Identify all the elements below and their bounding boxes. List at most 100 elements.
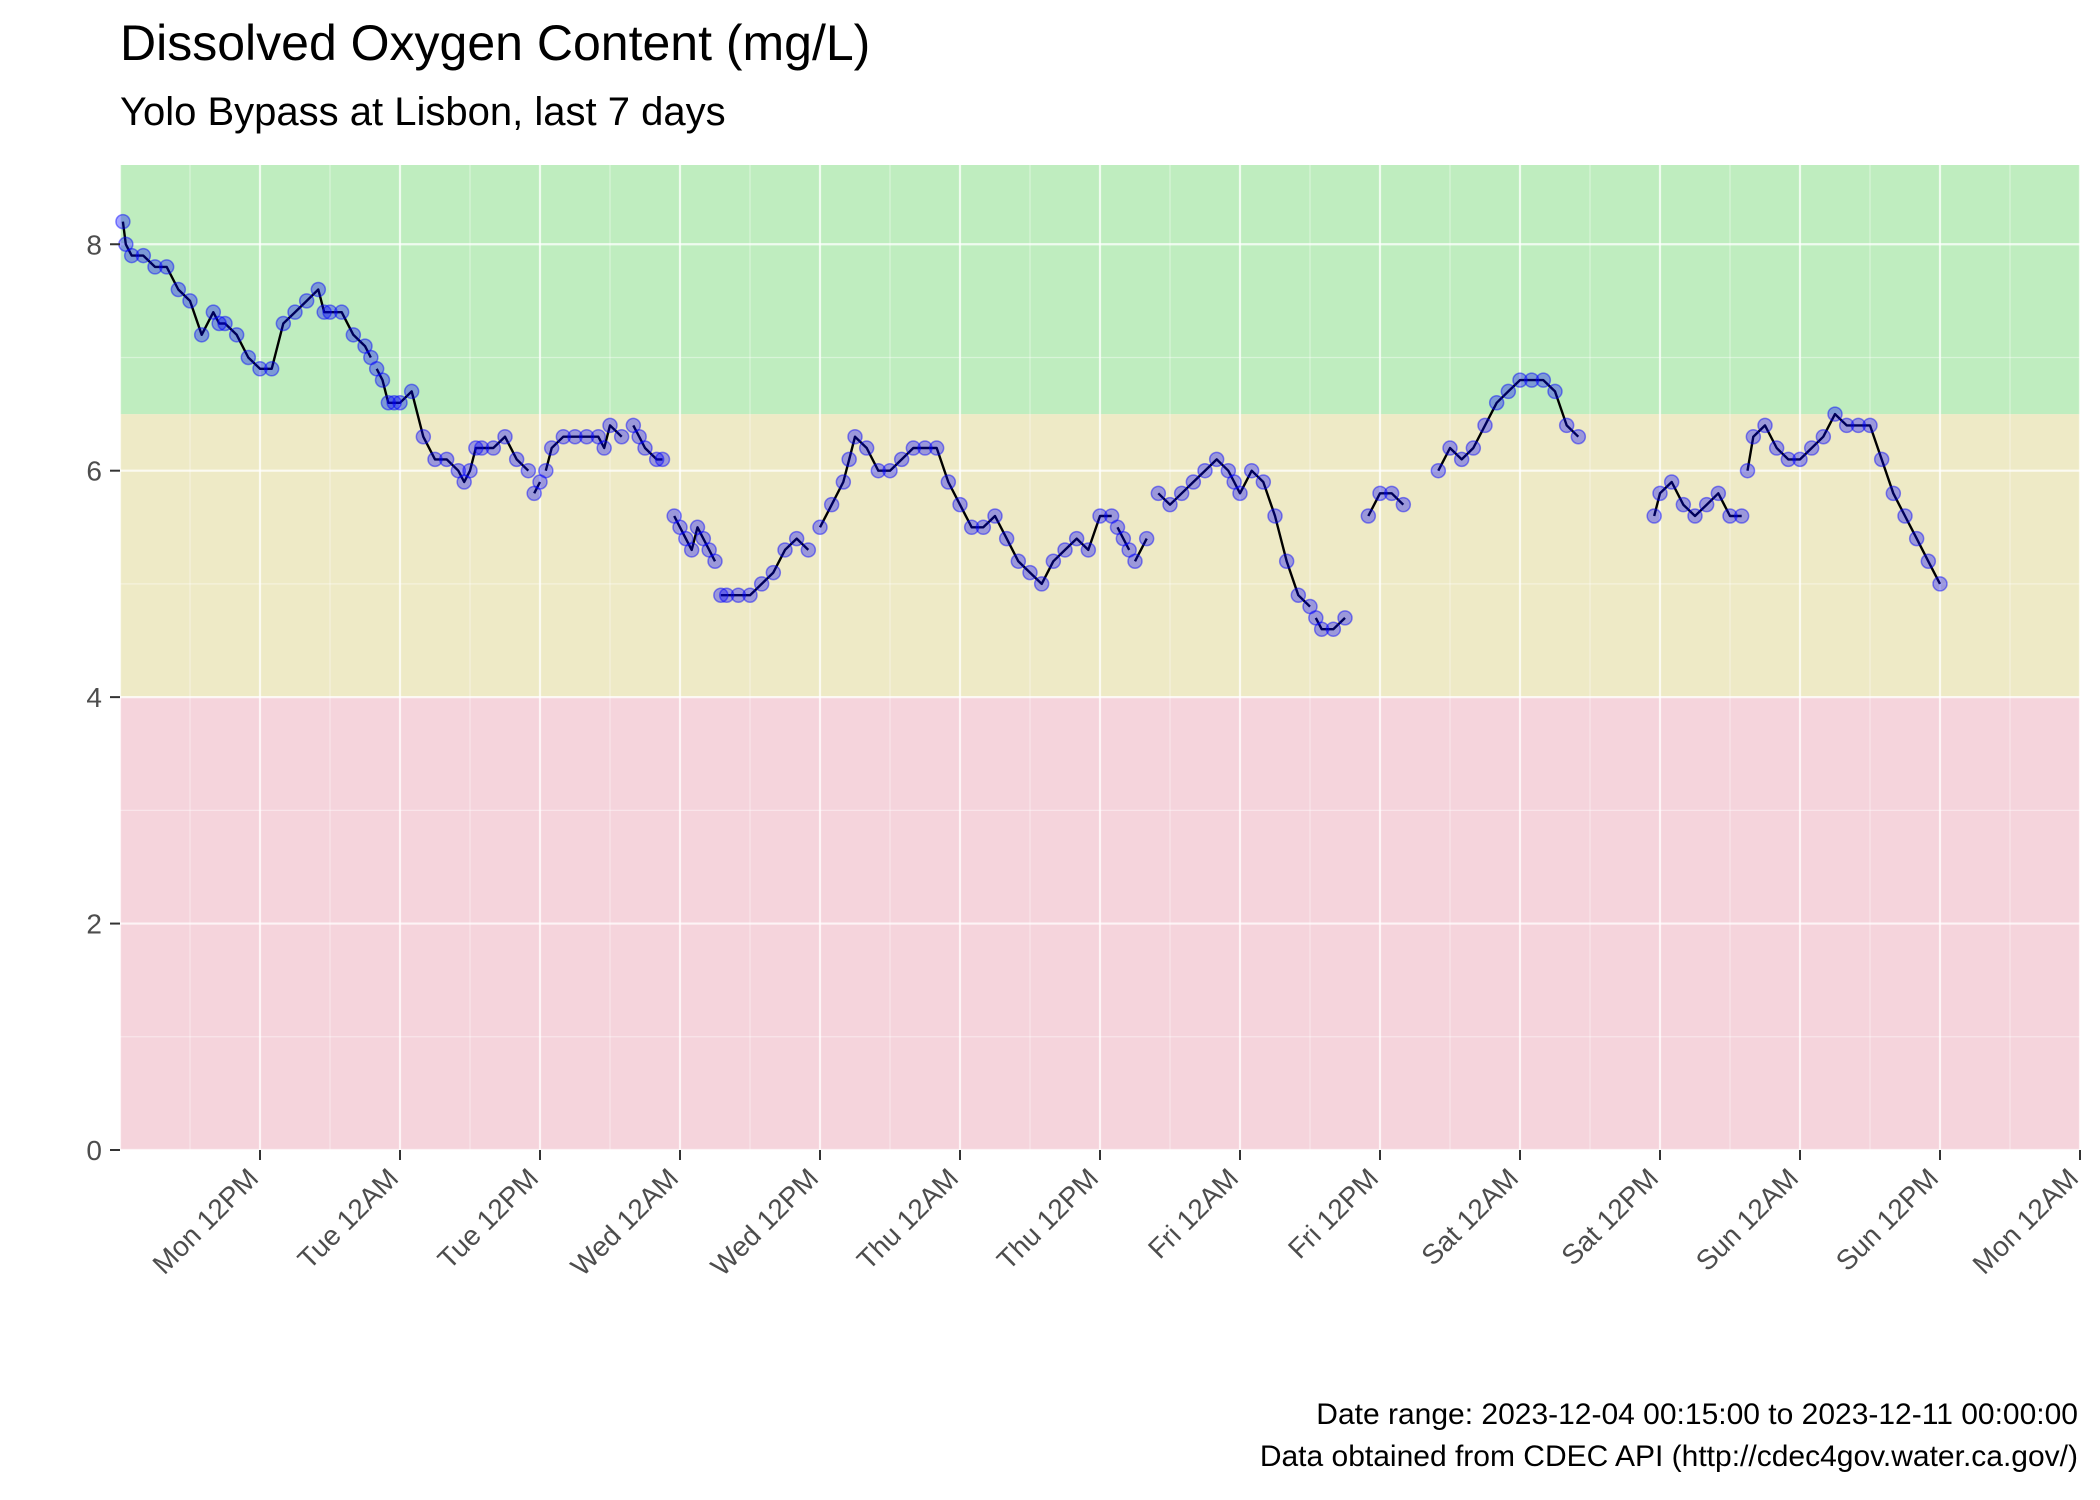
data-point	[1500, 383, 1517, 400]
series-line-segment	[1437, 378, 1580, 472]
data-point	[1103, 508, 1120, 524]
y-tick-label: 8	[86, 229, 102, 260]
chart-title: Dissolved Oxygen Content (mg/L)	[120, 15, 871, 71]
x-tick-label: Sun 12AM	[1690, 1162, 1804, 1276]
data-point	[170, 281, 187, 298]
data-point	[1488, 395, 1505, 411]
series-line-segment	[533, 481, 542, 494]
data-point	[1150, 485, 1167, 502]
data-point	[263, 361, 280, 377]
data-point	[473, 440, 490, 456]
data-point	[1115, 530, 1132, 547]
data-point	[497, 428, 513, 445]
data-point	[567, 428, 583, 445]
data-point	[777, 542, 793, 558]
data-point	[590, 428, 607, 445]
data-point	[228, 327, 245, 343]
data-point	[333, 304, 350, 320]
data-point	[1465, 440, 1482, 456]
data-point	[625, 417, 642, 434]
data-point	[468, 440, 484, 456]
data-point	[1185, 474, 1202, 490]
data-point	[1267, 508, 1283, 524]
data-point	[1243, 462, 1260, 479]
data-point	[123, 247, 140, 264]
data-point	[386, 395, 402, 411]
data-point	[205, 304, 222, 320]
data-point	[462, 462, 478, 479]
data-point	[298, 293, 315, 309]
data-point	[1208, 451, 1225, 468]
data-point	[1127, 553, 1143, 570]
series-line-segment	[1133, 538, 1148, 562]
x-axis: Mon 12PM Tue 12AM Tue 12PM Wed 12AM Wed 12PM…	[147, 1150, 2085, 1282]
data-point	[1383, 485, 1400, 502]
data-point	[672, 519, 688, 536]
data-point	[613, 428, 630, 445]
data-point	[1197, 462, 1213, 479]
data-point	[835, 474, 852, 490]
x-tick-label: Sat 12AM	[1415, 1162, 1524, 1271]
data-point	[252, 361, 268, 377]
data-point	[1337, 610, 1353, 626]
x-tick-label: Fri 12AM	[1142, 1162, 1244, 1264]
data-point	[275, 315, 292, 332]
data-point	[893, 451, 910, 468]
x-tick-label: Tue 12PM	[432, 1162, 545, 1275]
x-tick-label: Sun 12PM	[1830, 1162, 1944, 1276]
series-line-segment	[1367, 492, 1405, 517]
data-point	[1232, 485, 1248, 502]
series-line-segment	[818, 435, 1112, 586]
data-point	[1687, 508, 1703, 524]
data-point	[147, 259, 163, 275]
data-point	[193, 327, 210, 343]
data-point	[1033, 576, 1050, 592]
data-point	[1068, 530, 1085, 547]
data-point	[1477, 417, 1493, 434]
data-point	[1523, 372, 1540, 388]
data-point	[1535, 372, 1552, 388]
data-point	[631, 428, 647, 445]
data-point	[742, 587, 758, 603]
data-point	[1138, 530, 1155, 547]
data-point	[1558, 417, 1575, 434]
data-point	[882, 462, 898, 479]
data-point	[596, 440, 612, 456]
data-point	[1897, 508, 1913, 524]
data-point	[538, 462, 554, 479]
data-point	[1010, 553, 1027, 570]
data-point	[392, 395, 408, 411]
x-tick-label: Tue 12AM	[292, 1162, 405, 1275]
data-point	[363, 349, 379, 366]
data-point	[689, 519, 706, 536]
data-point	[870, 462, 887, 479]
data-point	[1652, 485, 1668, 502]
data-point	[526, 485, 542, 502]
data-point	[1803, 440, 1820, 456]
y-tick-label: 4	[86, 682, 102, 713]
data-point	[1710, 485, 1727, 502]
data-point	[415, 428, 432, 445]
date-range-caption: Date range: 2023-12-04 00:15:00 to 2023-…	[1316, 1398, 2078, 1431]
data-point	[1395, 496, 1412, 513]
data-point	[374, 372, 391, 388]
data-point	[1255, 474, 1272, 490]
x-tick-label: Mon 12AM	[1967, 1162, 2085, 1280]
data-point	[1646, 508, 1662, 524]
data-point	[1045, 553, 1062, 570]
data-point	[543, 440, 560, 456]
series-line-segment	[1653, 480, 1742, 518]
data-point	[858, 440, 875, 456]
data-point	[987, 508, 1003, 524]
data-point	[730, 587, 747, 603]
x-tick-label: Thu 12AM	[851, 1162, 964, 1275]
x-tick-label: Thu 12PM	[991, 1162, 1104, 1275]
data-point	[182, 293, 198, 309]
data-point	[345, 327, 362, 343]
data-point	[928, 440, 945, 456]
data-point	[713, 587, 729, 603]
y-axis: 0 2 4 6 8	[86, 229, 120, 1166]
data-point	[998, 530, 1015, 547]
data-point	[1932, 576, 1948, 592]
data-point	[368, 361, 385, 377]
